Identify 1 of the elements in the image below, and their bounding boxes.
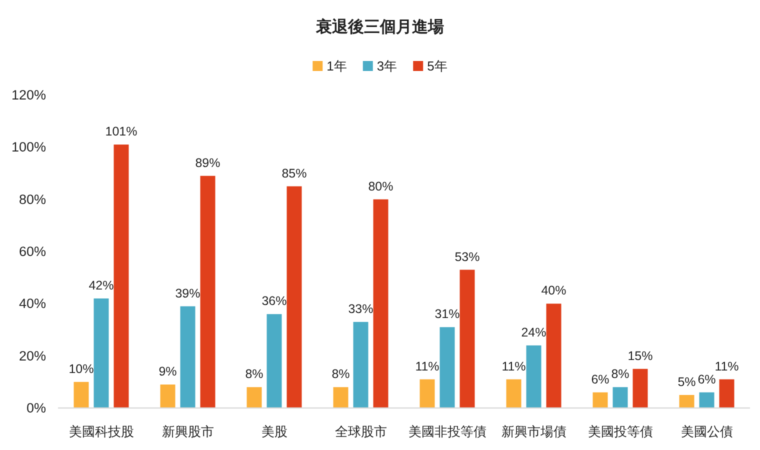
- title: 衰退後三個月進場: [316, 19, 444, 36]
